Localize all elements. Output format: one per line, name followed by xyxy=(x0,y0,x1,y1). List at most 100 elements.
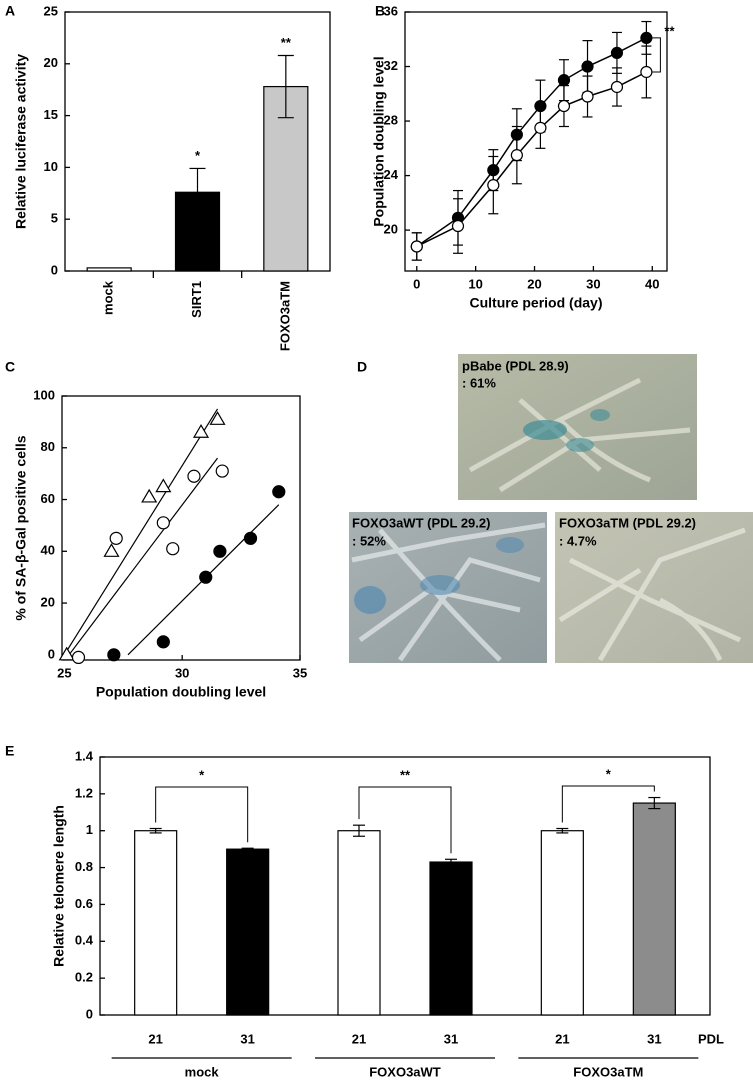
y-tick-label: 36 xyxy=(384,3,398,18)
y-tick-label: 1.4 xyxy=(75,748,94,763)
x-tick-label: SIRT1 xyxy=(189,281,204,318)
x-tick-label: 0 xyxy=(413,276,420,291)
x-tick-label: 30 xyxy=(586,276,600,291)
marker xyxy=(58,646,75,661)
x-tick-label: 30 xyxy=(175,665,189,680)
marker xyxy=(581,90,594,103)
y-tick-label: 20 xyxy=(384,222,398,237)
significance: * xyxy=(606,766,612,781)
marker xyxy=(487,179,500,192)
x-tick-label: 31 xyxy=(444,1031,458,1046)
y-tick-label: 20 xyxy=(44,55,58,70)
marker xyxy=(487,164,500,177)
y-tick-label: 0.4 xyxy=(75,933,94,948)
marker xyxy=(213,544,227,558)
x-tick-label: 10 xyxy=(468,276,482,291)
y-tick-label: 25 xyxy=(44,3,58,18)
marker xyxy=(199,570,213,584)
x-tick-label: 21 xyxy=(148,1031,162,1046)
panel-label: E xyxy=(5,743,14,759)
bar xyxy=(226,848,270,1016)
marker xyxy=(209,411,226,425)
plot-frame xyxy=(404,11,668,272)
bar xyxy=(337,830,381,1016)
bracket xyxy=(652,37,661,73)
x-tick-label: 31 xyxy=(647,1031,661,1046)
micrograph xyxy=(458,354,697,500)
x-tick-label: 25 xyxy=(57,665,71,680)
marker xyxy=(410,240,423,253)
x-tick-label: mock xyxy=(101,280,116,315)
marker xyxy=(534,121,547,134)
marker xyxy=(141,488,158,503)
y-tick-label: 24 xyxy=(384,167,399,182)
series-line xyxy=(416,37,647,248)
bracket xyxy=(358,786,452,854)
plot-frame xyxy=(99,756,711,1016)
marker xyxy=(187,469,201,483)
caption: FOXO3aTM (PDL 29.2) xyxy=(559,515,696,530)
y-tick-label: 80 xyxy=(41,439,55,454)
fit-line xyxy=(68,457,219,656)
y-tick-label: 60 xyxy=(41,491,55,506)
y-tick-label: 100 xyxy=(33,387,55,402)
marker xyxy=(71,650,86,665)
x-tick-label: 40 xyxy=(645,276,659,291)
marker xyxy=(156,635,170,649)
caption: FOXO3aWT (PDL 29.2) xyxy=(352,515,490,530)
caption: : 61% xyxy=(462,375,496,390)
y-tick-label: 1.2 xyxy=(75,785,93,800)
marker xyxy=(510,128,523,141)
marker xyxy=(451,219,465,233)
x-tick-label: 20 xyxy=(527,276,541,291)
panel-label: C xyxy=(5,359,15,375)
bracket xyxy=(155,786,249,843)
marker xyxy=(640,65,653,79)
x-axis-label: Culture period (day) xyxy=(469,295,602,311)
y-tick-label: 40 xyxy=(41,543,55,558)
marker xyxy=(109,531,123,545)
panel-label: B xyxy=(375,3,385,19)
y-tick-label: 0.2 xyxy=(75,970,93,985)
marker xyxy=(215,464,229,478)
series-line xyxy=(416,71,647,248)
group-label: mock xyxy=(185,1064,220,1079)
y-tick-label: 5 xyxy=(51,211,58,226)
stain xyxy=(566,438,594,452)
y-tick-label: 15 xyxy=(44,107,58,122)
bracket xyxy=(561,785,655,823)
stain xyxy=(420,575,460,595)
y-tick-label: 1 xyxy=(86,822,93,837)
marker xyxy=(610,80,624,94)
marker xyxy=(103,543,120,557)
marker xyxy=(581,60,594,73)
marker xyxy=(243,531,258,545)
marker xyxy=(557,74,571,87)
x-tick-label: 31 xyxy=(240,1031,254,1046)
fit-line xyxy=(63,408,219,656)
plot-frame xyxy=(61,395,301,661)
captions: D pBabe (PDL 28.9) : 61% FOXO3aWT (PDL 2… xyxy=(352,358,696,548)
x-tick-label: FOXO3aTM xyxy=(277,281,292,351)
marker xyxy=(610,46,624,59)
significance: * xyxy=(199,767,205,782)
y-tick-label: 0.8 xyxy=(75,859,93,874)
y-tick-label: 0 xyxy=(48,646,55,661)
marker xyxy=(640,31,653,45)
bar xyxy=(540,830,584,1016)
bar xyxy=(632,802,676,1016)
marker xyxy=(192,424,210,438)
group-label: FOXO3aWT xyxy=(369,1064,441,1079)
significance: * xyxy=(195,148,201,163)
caption: pBabe (PDL 28.9) xyxy=(462,358,569,373)
stain xyxy=(590,409,610,421)
caption: : 4.7% xyxy=(559,533,597,548)
x-tick-label: 21 xyxy=(555,1031,569,1046)
y-tick-label: 0 xyxy=(51,262,58,277)
significance: ** xyxy=(400,767,411,782)
y-axis-label: % of SA-β-Gal positive cells xyxy=(13,435,29,620)
stain xyxy=(496,537,524,553)
micrographs xyxy=(349,354,753,663)
y-tick-label: 10 xyxy=(44,159,58,174)
